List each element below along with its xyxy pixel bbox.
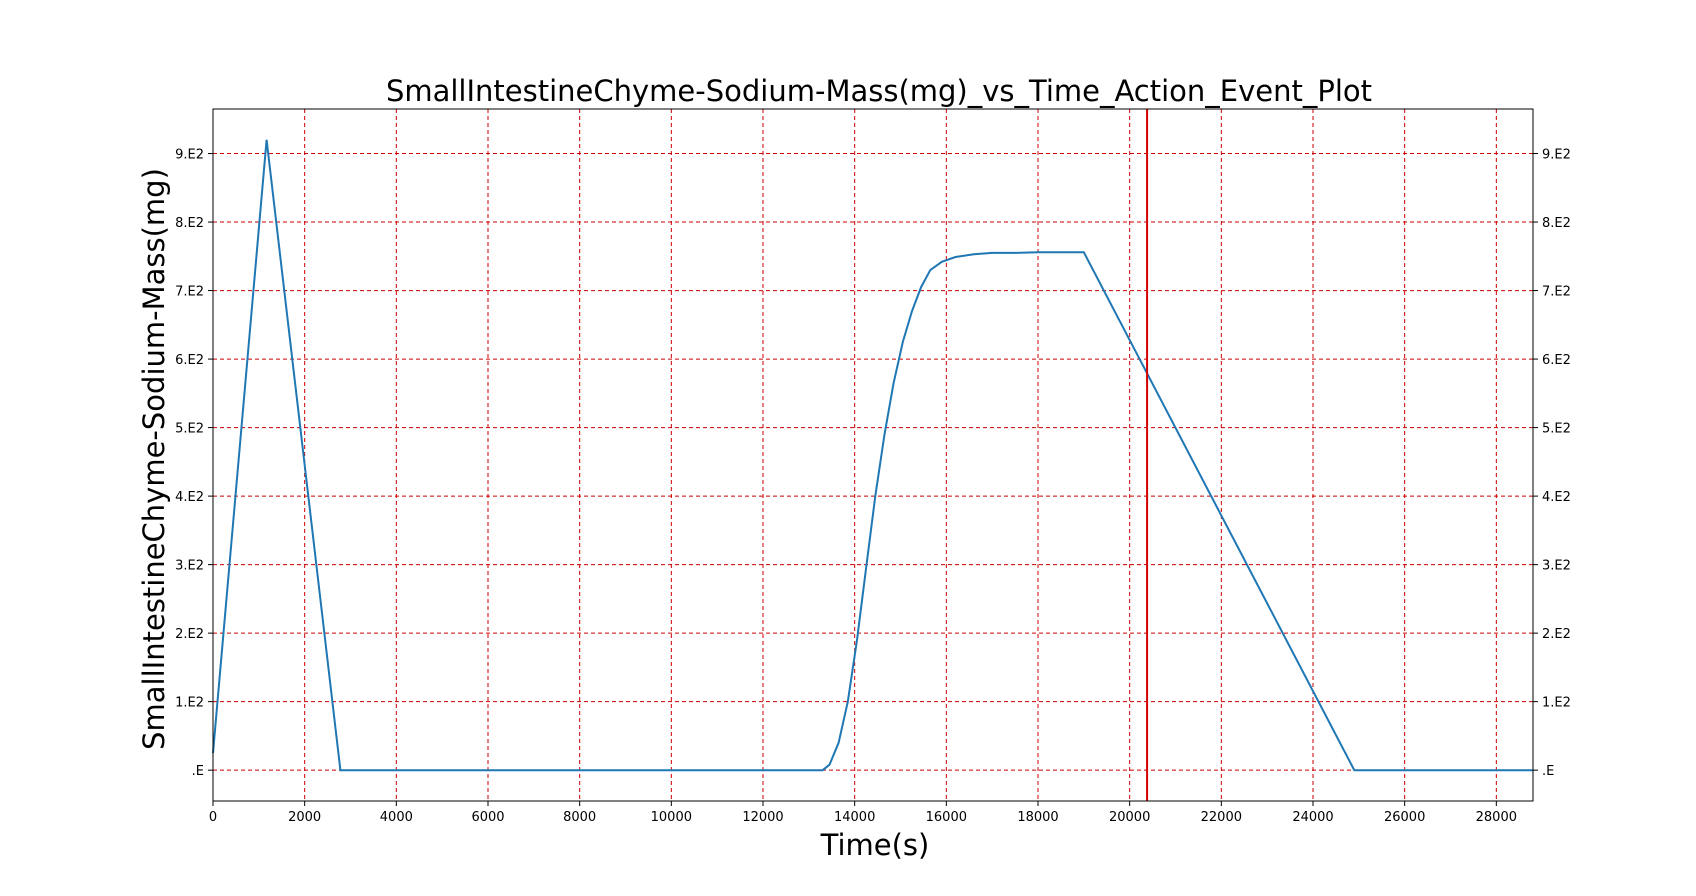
x-tick-label: 8000	[563, 810, 596, 825]
y-tick-label-right: 9.E2	[1542, 148, 1571, 163]
y-tick-label-right: 3.E2	[1542, 559, 1571, 574]
y-tick-label-right: 8.E2	[1542, 216, 1571, 231]
y-tick-label-right: 7.E2	[1542, 285, 1571, 300]
x-tick-label: 22000	[1201, 810, 1242, 825]
y-tick-label-left: 9.E2	[175, 148, 204, 163]
chart-title: SmallIntestineChyme-Sodium-Mass(mg)_vs_T…	[386, 74, 1372, 108]
x-tick-label: 24000	[1292, 810, 1333, 825]
x-tick-label: 20000	[1109, 810, 1150, 825]
y-tick-label-left: 7.E2	[175, 285, 204, 300]
grid-layer	[212, 109, 1533, 801]
y-tick-label-right: 6.E2	[1542, 353, 1571, 368]
x-tick-label: 14000	[834, 810, 875, 825]
y-tick-label-left: 4.E2	[175, 490, 204, 505]
y-tick-label-left: 5.E2	[175, 422, 204, 437]
x-tick-label: 4000	[380, 810, 413, 825]
x-tick-label: 12000	[742, 810, 783, 825]
series-line-0	[212, 139, 1533, 772]
y-tick-label-left: .E	[192, 764, 204, 779]
y-tick-label-right: .E	[1542, 764, 1554, 779]
x-tick-label: 2000	[288, 810, 321, 825]
y-tick-label-left: 6.E2	[175, 353, 204, 368]
y-axis-title: SmallIntestineChyme-Sodium-Mass(mg)	[137, 168, 171, 750]
x-tick-label: 26000	[1384, 810, 1425, 825]
x-tick-label: 6000	[471, 810, 504, 825]
y-tick-label-right: 2.E2	[1542, 627, 1571, 642]
x-tick-label: 18000	[1017, 810, 1058, 825]
x-axis-title: Time(s)	[820, 828, 930, 862]
y-tick-label-left: 3.E2	[175, 559, 204, 574]
y-tick-label-left: 8.E2	[175, 216, 204, 231]
x-tick-label: 10000	[651, 810, 692, 825]
y-tick-label-right: 1.E2	[1542, 696, 1571, 711]
x-tick-label: 16000	[926, 810, 967, 825]
ticks-layer: 0 2000 4000 6000 8000 10000 12000 14000 16000 180…	[175, 148, 1571, 825]
series-layer	[212, 139, 1533, 772]
x-tick-label: 0	[209, 810, 217, 825]
plot-frame	[212, 108, 1534, 802]
y-tick-label-right: 4.E2	[1542, 490, 1571, 505]
y-tick-label-right: 5.E2	[1542, 422, 1571, 437]
y-tick-label-left: 1.E2	[175, 696, 204, 711]
x-tick-label: 28000	[1476, 810, 1517, 825]
y-tick-label-left: 2.E2	[175, 627, 204, 642]
